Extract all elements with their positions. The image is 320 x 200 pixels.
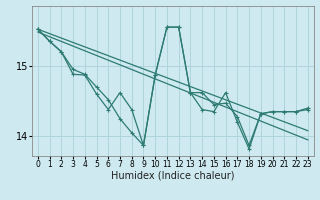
X-axis label: Humidex (Indice chaleur): Humidex (Indice chaleur) bbox=[111, 171, 235, 181]
